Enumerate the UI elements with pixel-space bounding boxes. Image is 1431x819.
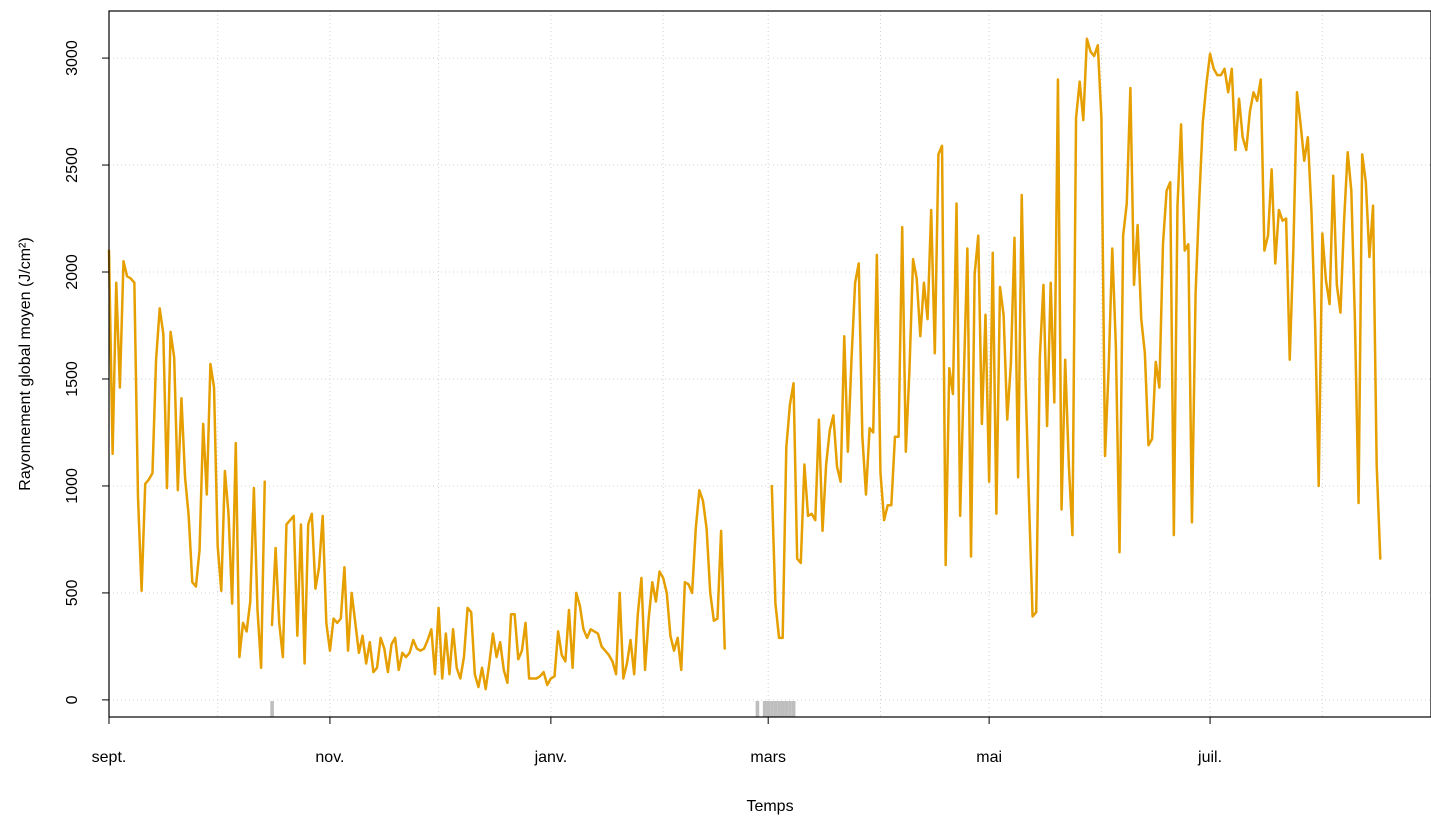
x-axis-title: Temps xyxy=(746,798,793,815)
y-tick-label: 1000 xyxy=(64,468,81,504)
missing-data-mark xyxy=(780,701,785,717)
series-line xyxy=(107,37,1382,691)
y-tick-label: 3000 xyxy=(64,40,81,76)
missing-data-mark xyxy=(766,701,771,717)
y-tick-label: 0 xyxy=(64,695,81,704)
y-axis: 0 500 1000 1500 2000 2500 3000 xyxy=(64,40,109,704)
x-tick-label: mai xyxy=(976,749,1002,766)
missing-data-mark xyxy=(791,701,796,717)
missing-data-mark xyxy=(784,701,789,717)
y-axis-title: Rayonnement global moyen (J/cm²) xyxy=(17,237,34,490)
x-axis: sept. nov. janv. mars mai juil. xyxy=(92,717,1222,766)
grid xyxy=(108,11,1431,717)
x-tick-label: sept. xyxy=(92,749,127,766)
y-tick-label: 500 xyxy=(64,579,81,606)
missing-data-mark xyxy=(773,701,778,717)
plot-frame xyxy=(108,10,1431,718)
y-tick-label: 1500 xyxy=(64,361,81,397)
x-tick-label: nov. xyxy=(315,749,344,766)
missing-data-mark xyxy=(762,701,767,717)
missing-data-mark xyxy=(788,701,792,717)
missing-data-mark xyxy=(270,701,274,717)
y-tick-label: 2500 xyxy=(64,147,81,183)
y-tick-label: 2000 xyxy=(64,254,81,290)
x-tick-label: juil. xyxy=(1197,749,1222,766)
missing-data-mark xyxy=(777,701,781,717)
missing-data-mark xyxy=(770,701,774,717)
x-tick-label: mars xyxy=(750,749,786,766)
missing-data-mark xyxy=(755,701,760,717)
missing-data-marks xyxy=(270,701,796,717)
x-tick-label: janv. xyxy=(534,749,568,766)
